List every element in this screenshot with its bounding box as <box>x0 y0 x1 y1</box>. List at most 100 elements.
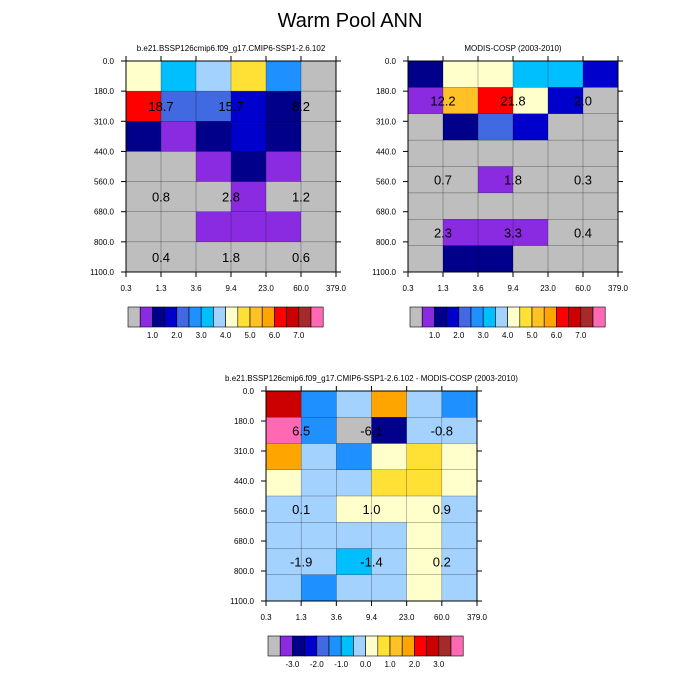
heatmap-cell <box>196 61 232 92</box>
colorbar-box <box>438 635 452 657</box>
heatmap-cell <box>301 443 337 471</box>
heatmap-cell <box>443 219 479 246</box>
heatmap-cell <box>443 192 479 220</box>
y-tick-label: 180.0 <box>234 417 255 426</box>
heatmap-cell <box>196 121 232 152</box>
value-label: -1.9 <box>290 555 312 570</box>
colorbar-box <box>298 306 312 328</box>
colorbar-box <box>446 306 460 328</box>
x-tick-label: 0.3 <box>260 613 272 622</box>
heatmap-cell <box>161 211 197 243</box>
heatmap-cell <box>196 211 232 243</box>
heatmap-cell <box>406 391 443 418</box>
colorbar-box <box>519 306 533 328</box>
heatmap-cell <box>371 548 407 576</box>
heatmap-cell <box>301 91 337 122</box>
heatmap-cell <box>266 391 302 418</box>
colorbar-box <box>176 306 190 328</box>
heatmap-cell <box>371 443 407 471</box>
heatmap-cell <box>336 469 372 497</box>
value-label: 15.7 <box>218 99 243 114</box>
value-label: 1.8 <box>222 250 240 265</box>
heatmap-cell <box>441 522 478 549</box>
colorbar-box <box>365 635 379 657</box>
page-title: Warm Pool ANN <box>277 10 423 32</box>
value-label: 18.7 <box>148 99 173 114</box>
colorbar-box <box>592 306 606 328</box>
colorbar-label: 0.0 <box>360 660 372 669</box>
x-tick-label: 0.3 <box>402 284 414 293</box>
y-tick-label: 440.0 <box>234 477 255 486</box>
heatmap-cell <box>371 574 407 602</box>
colorbar-label: 2.0 <box>409 660 421 669</box>
heatmap-cell <box>126 91 162 122</box>
heatmap-cell <box>301 151 337 182</box>
heatmap-cell <box>441 574 478 602</box>
heatmap-cell <box>161 181 197 213</box>
value-label: 0.9 <box>433 502 451 517</box>
colorbar-box <box>507 306 521 328</box>
value-label: 0.6 <box>292 250 310 265</box>
heatmap-cell <box>336 496 372 523</box>
heatmap-cell <box>266 121 302 152</box>
heatmap-cell <box>513 113 549 141</box>
heatmap-cell <box>301 391 337 418</box>
x-tick-label: 9.4 <box>507 284 519 293</box>
heatmap-cell <box>231 151 267 182</box>
heatmap-cell <box>301 417 337 444</box>
y-tick-label: 1100.0 <box>230 597 254 606</box>
x-tick-label: 60.0 <box>293 284 309 293</box>
x-tick-label: 9.4 <box>366 613 378 622</box>
heatmap-cell <box>301 574 337 602</box>
heatmap-cell <box>406 496 443 523</box>
heatmap-cell <box>513 166 549 194</box>
heatmap-cell <box>583 113 619 141</box>
value-label: 0.7 <box>434 173 452 188</box>
colorbar-box <box>482 306 496 328</box>
heatmap-cell <box>266 181 302 213</box>
colorbar-box <box>286 306 300 328</box>
colorbar-box <box>531 306 545 328</box>
colorbar-box <box>450 635 464 657</box>
colorbar-box <box>292 635 305 657</box>
heatmap-cell <box>161 121 197 152</box>
heatmap-cell <box>161 241 197 273</box>
colorbar-box <box>377 635 391 657</box>
heatmap-cell <box>548 140 584 167</box>
colorbar-box <box>213 306 226 328</box>
panel-title: MODIS-COSP (2003-2010) <box>464 44 562 53</box>
heatmap-cell <box>196 91 232 122</box>
y-tick-label: 680.0 <box>94 208 115 217</box>
value-label: 3.3 <box>504 225 522 240</box>
heatmap-cell <box>301 241 337 273</box>
heatmap-cell <box>583 192 619 220</box>
colorbar-box <box>434 306 447 328</box>
heatmap-cell <box>478 192 514 220</box>
heatmap-cell <box>408 245 444 273</box>
heatmap-cell <box>266 574 302 602</box>
panel-2: 0.0 180.0 310.0 440.0 560.0 680.0 800.0 1100.0 0… <box>372 44 628 340</box>
heatmap-cell <box>513 87 549 115</box>
y-tick-label: 180.0 <box>376 87 397 96</box>
heatmap-cell <box>126 151 162 182</box>
value-label: 1.2 <box>292 190 310 205</box>
y-tick-label: 310.0 <box>376 117 397 126</box>
colorbar-box <box>279 635 293 657</box>
y-tick-label: 0.0 <box>243 387 255 396</box>
colorbar-label: 3.0 <box>478 331 490 340</box>
x-tick-label: 9.4 <box>225 284 237 293</box>
heatmap-cell <box>478 245 514 273</box>
y-tick-label: 1100.0 <box>372 268 396 277</box>
heatmap-cell <box>408 113 444 141</box>
heatmap-cell <box>513 245 549 273</box>
colorbar-box <box>316 635 330 657</box>
colorbar-box <box>414 635 427 657</box>
heatmap-cell <box>441 443 478 471</box>
heatmap-cell <box>266 241 302 273</box>
value-label: 0.4 <box>152 250 170 265</box>
colorbar-box <box>152 306 165 328</box>
value-label: 2.8 <box>222 190 240 205</box>
heatmap-cell <box>441 469 478 497</box>
colorbar-box <box>568 306 582 328</box>
